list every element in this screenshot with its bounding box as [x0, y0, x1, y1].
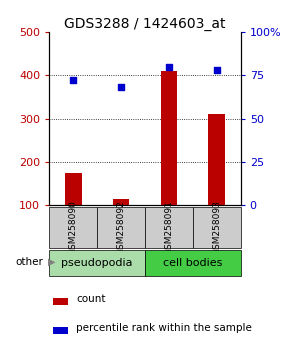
Bar	[49, 207, 97, 248]
Text: cell bodies: cell bodies	[163, 258, 222, 268]
Text: GSM258091: GSM258091	[164, 200, 173, 255]
Point	[166, 64, 171, 69]
Text: GSM258093: GSM258093	[212, 200, 221, 255]
Text: ▶: ▶	[48, 257, 55, 267]
Bar	[53, 298, 68, 305]
Title: GDS3288 / 1424603_at: GDS3288 / 1424603_at	[64, 17, 226, 31]
Text: pseudopodia: pseudopodia	[61, 258, 133, 268]
Bar	[113, 199, 129, 205]
Text: GSM258092: GSM258092	[117, 200, 126, 255]
Bar	[65, 173, 81, 205]
Text: count: count	[76, 294, 106, 304]
Point	[214, 67, 219, 73]
Point	[71, 78, 75, 83]
Bar	[97, 207, 145, 248]
Text: percentile rank within the sample: percentile rank within the sample	[76, 323, 252, 333]
Bar	[193, 207, 241, 248]
Text: GSM258090: GSM258090	[69, 200, 78, 255]
Bar	[209, 114, 225, 205]
Bar	[49, 250, 145, 276]
Point	[119, 85, 124, 90]
Bar	[161, 71, 177, 205]
Bar	[53, 327, 68, 334]
Bar	[145, 250, 241, 276]
Bar	[145, 207, 193, 248]
Text: other: other	[16, 257, 44, 267]
